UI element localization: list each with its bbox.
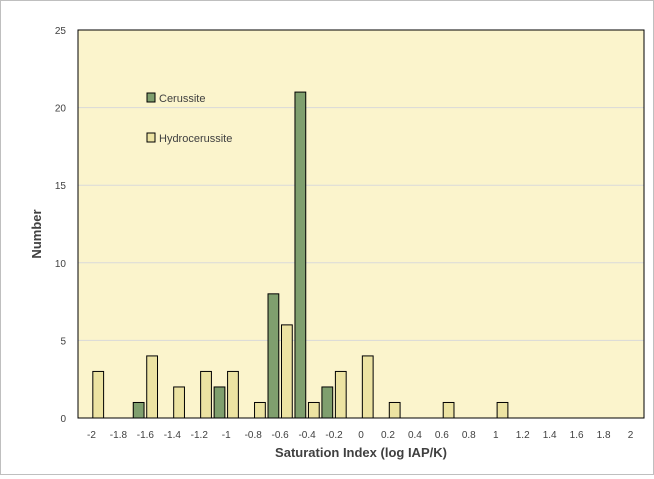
x-tick-label: -1.8 bbox=[110, 430, 128, 441]
bar-hydrocerussite-11 bbox=[442, 401, 455, 419]
bar-hydrocerussite-8 bbox=[334, 370, 347, 419]
y-tick-label: 25 bbox=[55, 26, 67, 37]
bar-cerussite-2 bbox=[267, 293, 280, 419]
y-tick-label: 5 bbox=[60, 336, 66, 347]
y-tick-label: 20 bbox=[55, 104, 67, 115]
x-tick-label: -0.2 bbox=[325, 430, 343, 441]
gridlines bbox=[78, 107, 644, 341]
x-tick-label: -1.6 bbox=[137, 430, 155, 441]
x-tick-label: 1.8 bbox=[597, 430, 611, 441]
y-axis-title: Number bbox=[29, 209, 44, 258]
bar-hydrocerussite-3 bbox=[200, 370, 212, 419]
bar-hydrocerussite-1 bbox=[146, 355, 159, 419]
x-tick-label: 0.6 bbox=[435, 430, 449, 441]
bar-hydrocerussite-4 bbox=[227, 370, 239, 419]
bar-cerussite-0 bbox=[132, 401, 145, 419]
x-tick-label: 1.4 bbox=[543, 430, 557, 441]
x-tick-label: 2 bbox=[628, 430, 634, 441]
legend-label-cerussite: Cerussite bbox=[159, 93, 205, 105]
x-tick-label: 0.4 bbox=[408, 430, 422, 441]
bar-hydrocerussite-10 bbox=[388, 401, 401, 419]
plot-border bbox=[77, 29, 645, 419]
y-tick-label: 10 bbox=[55, 259, 67, 270]
plot-area bbox=[77, 29, 645, 419]
x-tick-label: -0.4 bbox=[298, 430, 316, 441]
bar-hydrocerussite-6 bbox=[280, 324, 293, 419]
x-axis-title: Saturation Index (log IAP/K) bbox=[275, 445, 447, 460]
legend-swatch-cerussite bbox=[146, 92, 156, 103]
x-tick-label: -1 bbox=[222, 430, 231, 441]
x-tick-label: -1.4 bbox=[164, 430, 182, 441]
x-tick-label: 1.6 bbox=[570, 430, 584, 441]
bar-cerussite-3 bbox=[294, 91, 307, 419]
bar-hydrocerussite-2 bbox=[173, 386, 185, 419]
bar-cerussite-1 bbox=[213, 386, 226, 419]
x-tick-label: 1 bbox=[493, 430, 499, 441]
y-tick-label: 0 bbox=[60, 414, 66, 425]
legend-swatch-hydrocerussite bbox=[146, 132, 156, 143]
x-tick-label: 0.2 bbox=[381, 430, 395, 441]
x-axis-ticks: -2 -1.8 -1.6 -1.4 -1.2 -1 -0.8 -0.6 -0.4 -0.2 0 0.2… bbox=[87, 430, 634, 441]
x-tick-label: 1.2 bbox=[516, 430, 530, 441]
bar-hydrocerussite-7 bbox=[307, 401, 320, 419]
x-tick-label: -2 bbox=[87, 430, 96, 441]
x-tick-label: 0 bbox=[358, 430, 364, 441]
y-tick-label: 15 bbox=[55, 181, 67, 192]
x-tick-label: -1.2 bbox=[191, 430, 209, 441]
x-tick-label: -0.8 bbox=[245, 430, 263, 441]
y-axis-ticks: 0 5 10 15 20 25 bbox=[55, 26, 67, 425]
x-tick-label: -0.6 bbox=[272, 430, 290, 441]
legend-label-hydrocerussite: Hydrocerussite bbox=[159, 133, 232, 145]
bar-hydrocerussite-12 bbox=[496, 401, 509, 419]
bar-hydrocerussite-0 bbox=[92, 370, 105, 419]
x-tick-label: 0.8 bbox=[462, 430, 476, 441]
bar-hydrocerussite-5 bbox=[254, 401, 266, 419]
bar-cerussite-4 bbox=[321, 386, 334, 419]
bar-hydrocerussite-9 bbox=[361, 355, 374, 419]
legend: Cerussite Hydrocerussite bbox=[146, 92, 232, 145]
